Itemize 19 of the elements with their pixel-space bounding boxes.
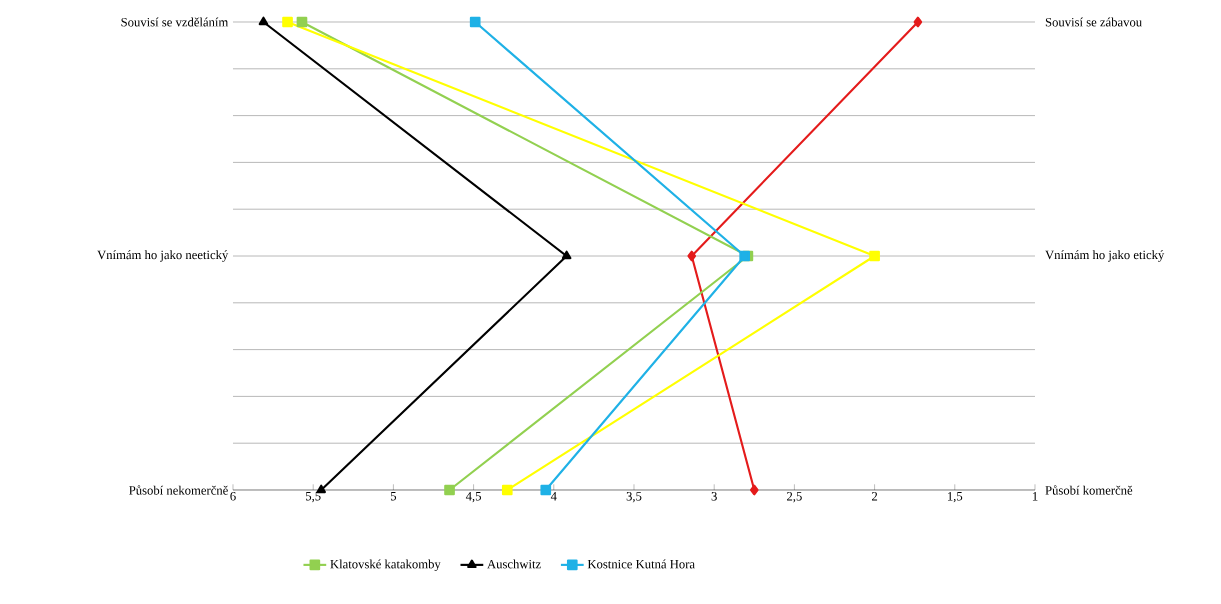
x-tick-label: 2 — [871, 492, 878, 501]
x-tick-label: 6 — [230, 492, 236, 501]
y-tick-label: Vnímám ho jako neetický — [97, 250, 229, 262]
x-tick-label: 3 — [711, 492, 717, 501]
y2-tick-label: Působí komerčně — [1045, 485, 1133, 495]
y2-tick-label: Vnímám ho jako etický — [1045, 250, 1165, 262]
legend-label: Kostnice Kutná Hora — [587, 559, 695, 569]
y-tick-label: Souvisí se vzděláním — [121, 17, 229, 27]
x-tick-label: 3,5 — [626, 492, 642, 503]
x-tick-label: 4,5 — [465, 492, 482, 503]
x-tick-label: 4 — [550, 492, 557, 501]
y-tick-label: Působí nekomerčně — [129, 485, 228, 495]
legend-label: Klatovské katakomby — [330, 559, 441, 572]
legend-label: Auschwitz — [487, 559, 541, 569]
x-tick-label: 1 — [1032, 492, 1038, 501]
y2-tick-label: Souvisí se zábavou — [1045, 17, 1142, 27]
x-tick-label: 5 — [390, 492, 397, 501]
x-tick-label: 2,5 — [787, 492, 802, 503]
x-tick-label: 1,5 — [947, 492, 963, 503]
